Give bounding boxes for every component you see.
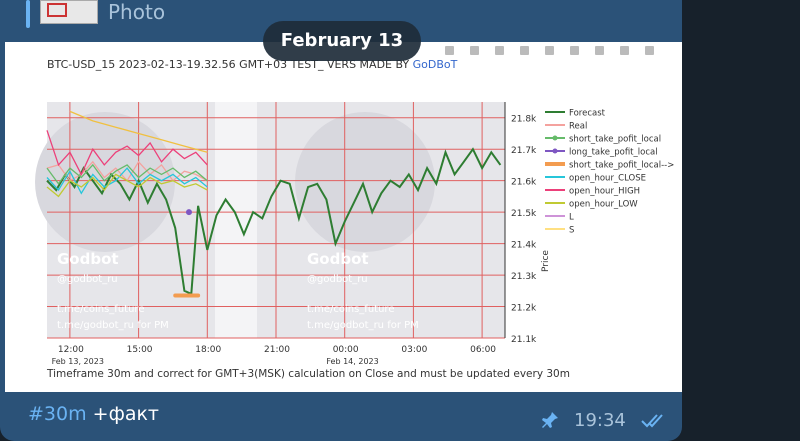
plot-toolbar [445, 42, 682, 55]
series-line-open-hour-trend [69, 110, 208, 153]
x-tick-label: 15:00 [127, 345, 153, 355]
watermark-link: t.me/coins_future [307, 304, 394, 315]
legend-label: short_take_pofit_local [569, 135, 661, 145]
message-text: #30m +факт [28, 403, 159, 425]
message-bubble[interactable]: Photo BTC-USD_15 2023-02-13-19.32.56 GMT… [0, 0, 682, 441]
y-tick-label: 21.2k [511, 304, 537, 314]
legend-label: S [569, 226, 574, 236]
series-line-open-hour-high [46, 130, 208, 176]
reply-header[interactable]: Photo [0, 0, 682, 42]
x-tick-label: 21:00 [264, 345, 290, 355]
series-line-forecast [46, 147, 502, 296]
watermark-logo [35, 112, 175, 252]
series-line-short-take-pofit-local [46, 163, 208, 185]
y-tick-label: 21.7k [511, 146, 537, 156]
chart-title: BTC-USD_15 2023-02-13-19.32.56 GMT+03 TE… [47, 58, 457, 71]
x-tick-label: 18:00 [195, 345, 221, 355]
zoom-out-icon [595, 46, 604, 55]
double-check-icon [641, 414, 663, 428]
y-tick-label: 21.5k [511, 209, 537, 219]
reply-title: Photo [108, 0, 166, 24]
y-tick-label: 21.4k [511, 241, 537, 251]
watermark-handle: @godbot_ru [307, 274, 368, 285]
y-axis-label: Price [541, 250, 551, 272]
date-badge: February 13 [263, 21, 421, 61]
legend-label: long_take_pofit_local [569, 148, 658, 158]
series-line-open-hour-low [46, 173, 208, 198]
chart-title-author: GoDBoT [412, 58, 458, 71]
select-icon [520, 46, 529, 55]
chart-title-text: BTC-USD_15 2023-02-13-19.32.56 GMT+03 TE… [47, 58, 413, 71]
reply-thumbnail [40, 0, 98, 24]
lasso-icon [545, 46, 554, 55]
watermark-link: t.me/coins_future [57, 304, 144, 315]
autoscale-icon [620, 46, 629, 55]
thumbnail-detail [47, 3, 67, 17]
legend-marker [552, 148, 558, 154]
y-tick-label: 21.6k [511, 178, 537, 188]
x-tick-label: 00:00 [333, 345, 359, 355]
x-tick-label: 06:00 [470, 345, 496, 355]
legend-label: Forecast [569, 109, 606, 119]
watermark-handle: @godbot_ru [57, 274, 118, 285]
x-date-label: Feb 14, 2023 [326, 357, 378, 366]
legend-label: open_hour_CLOSE [569, 174, 646, 184]
x-date-label: Feb 13, 2023 [52, 357, 104, 366]
legend-label: short_take_pofit_local--> [569, 161, 674, 171]
zoom-in-icon [570, 46, 579, 55]
camera-icon [445, 46, 454, 55]
x-tick-label: 12:00 [58, 345, 84, 355]
y-tick-label: 21.3k [511, 272, 537, 282]
marker-long-take-profit [185, 209, 192, 216]
legend-label: L [569, 213, 574, 223]
legend-marker [552, 135, 558, 141]
watermark-title: Godbot [57, 250, 119, 268]
y-tick-label: 21.8k [511, 115, 537, 125]
hashtag-link[interactable]: #30m [28, 403, 87, 425]
chart-photo[interactable]: BTC-USD_15 2023-02-13-19.32.56 GMT+03 TE… [5, 42, 682, 392]
message-body: +факт [86, 403, 160, 425]
pan-icon [495, 46, 504, 55]
legend-label: Real [569, 122, 587, 132]
zoom-icon [470, 46, 479, 55]
watermark-title: Godbot [307, 250, 369, 268]
legend-label: open_hour_LOW [569, 200, 638, 210]
chart-caption: Timeframe 30m and correct for GMT+3(MSK)… [47, 368, 570, 380]
pin-icon [542, 412, 558, 428]
legend-label: open_hour_HIGH [569, 187, 640, 197]
chart-svg: 21.8k 21.7k 21.6k 21.5k 21.4k 21.3k 21.2k 21.1k… [35, 102, 674, 366]
message-time: 19:34 [574, 410, 626, 431]
y-tick-label: 21.1k [511, 335, 537, 345]
series-line-open-hour-close [46, 167, 208, 195]
x-tick-label: 03:00 [401, 345, 427, 355]
watermark-pm: t.me/godbot_ru for PM [57, 320, 169, 331]
reply-accent-bar [26, 0, 30, 28]
reset-icon [645, 46, 654, 55]
watermark-pm: t.me/godbot_ru for PM [307, 320, 419, 331]
